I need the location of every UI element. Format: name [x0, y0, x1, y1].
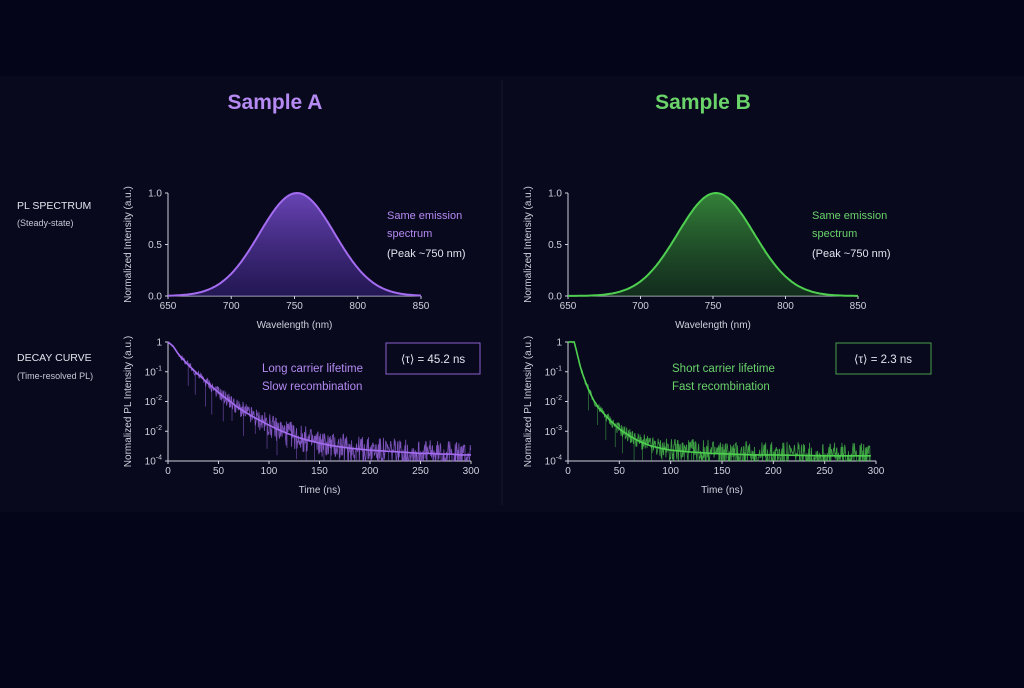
y-tick-label-exp: -2 [556, 395, 562, 402]
x-tick-label: 800 [349, 301, 366, 312]
annotation-b-pl-line2: spectrum [812, 228, 857, 240]
spectrum-line [568, 191, 858, 297]
x-tick-label: 650 [160, 301, 177, 312]
x-tick-label: 100 [261, 466, 278, 477]
y-tick-label: 1.0 [548, 189, 562, 200]
tau-label-a: ⟨τ⟩ = 45.2 ns [401, 353, 466, 366]
x-tick-label: 0 [565, 466, 571, 477]
x-tick-label: 700 [632, 301, 649, 312]
x-tick-label: 50 [213, 466, 225, 477]
spectrum-line [168, 191, 422, 297]
y-axis-label: Normalized Intensity (a.u.) [523, 186, 534, 303]
x-tick-label: 100 [662, 466, 679, 477]
content-panel [0, 76, 1024, 512]
pl-row-subtitle: (Steady-state) [17, 218, 74, 228]
annotation-a-pl-line3: (Peak ~750 nm) [387, 248, 466, 260]
chart-sample-b-pl-spectrum: 650 700 750 800 850 0.0 0.5 1.0 Wavelength (nm) N… [523, 186, 867, 331]
y-axis-label: Normalized PL Intensity (a.u.) [123, 336, 134, 467]
x-axis-label: Wavelength (nm) [675, 320, 751, 331]
y-tick-label: 0.5 [548, 240, 562, 251]
tau-box-a [385, 342, 481, 375]
annotation-b-pl-line1: Same emission [812, 210, 887, 222]
tau-label-b: ⟨τ⟩ = 2.3 ns [854, 353, 912, 366]
x-tick-label: 300 [868, 466, 885, 477]
x-tick-label: 850 [413, 301, 430, 312]
x-tick-label: 650 [560, 301, 577, 312]
x-axis-label: Wavelength (nm) [257, 320, 333, 331]
x-axis-label: Time (ns) [299, 485, 341, 496]
annotation-a-pl-line2: spectrum [387, 228, 432, 240]
x-tick-label: 150 [714, 466, 731, 477]
annotation-a-decay-line1: Long carrier lifetime [262, 363, 363, 375]
x-tick-label: 800 [777, 301, 794, 312]
x-tick-label: 0 [165, 466, 171, 477]
spectrum-fill [568, 193, 858, 296]
annotation-b-decay-line2: Fast recombination [672, 381, 770, 393]
y-axis-label: Normalized Intensity (a.u.) [123, 186, 134, 303]
spectrum-fill [168, 193, 421, 296]
sample-b-title: Sample B [655, 91, 751, 114]
decay-noise [167, 341, 472, 463]
annotation-b-decay-line1: Short carrier lifetime [672, 363, 775, 375]
pl-row-title: PL SPECTRUM [17, 200, 91, 212]
y-tick-label: 0.5 [148, 240, 162, 251]
x-tick-label: 750 [286, 301, 303, 312]
y-tick-label-exp: -3 [556, 425, 562, 432]
x-tick-label: 750 [705, 301, 722, 312]
y-tick-label-exp: -1 [156, 365, 162, 372]
x-tick-label: 250 [412, 466, 429, 477]
tau-box-b [835, 342, 932, 375]
y-tick-label-exp: -2 [156, 425, 162, 432]
y-tick-label-exp: -4 [556, 455, 562, 462]
y-tick-label: 0.0 [548, 292, 562, 303]
y-tick-label-exp: -1 [556, 365, 562, 372]
annotation-b-pl-line3: (Peak ~750 nm) [812, 248, 891, 260]
x-tick-label: 250 [816, 466, 833, 477]
x-tick-label: 700 [223, 301, 240, 312]
x-tick-label: 50 [614, 466, 626, 477]
chart-sample-a-pl-spectrum: 650 700 750 800 850 0.0 0.5 1.0 Wavelength (nm) N… [123, 186, 430, 331]
x-tick-label: 200 [765, 466, 782, 477]
y-tick-label: 1.0 [148, 189, 162, 200]
y-tick-label-exp: -2 [156, 395, 162, 402]
decay-line [568, 341, 871, 457]
y-tick-label-exp: -4 [156, 455, 162, 462]
decay-row-subtitle: (Time-resolved PL) [17, 371, 93, 381]
decay-line [167, 341, 471, 456]
y-tick-label: 0.0 [148, 292, 162, 303]
annotation-a-decay-line2: Slow recombination [262, 381, 362, 393]
chart-sample-b-decay-curve: 0 50 100 150 200 250 30010-410-310-210-11Time … [523, 336, 885, 496]
y-tick-label: 1 [156, 338, 162, 349]
sample-a-title: Sample A [228, 91, 323, 114]
y-tick-label: 1 [556, 338, 562, 349]
x-tick-label: 850 [850, 301, 867, 312]
x-tick-label: 150 [311, 466, 328, 477]
x-tick-label: 200 [362, 466, 379, 477]
x-tick-label: 300 [463, 466, 480, 477]
annotation-a-pl-line1: Same emission [387, 210, 462, 222]
y-axis-label: Normalized PL Intensity (a.u.) [523, 336, 534, 467]
decay-row-title: DECAY CURVE [17, 352, 92, 364]
x-axis-label: Time (ns) [701, 485, 743, 496]
